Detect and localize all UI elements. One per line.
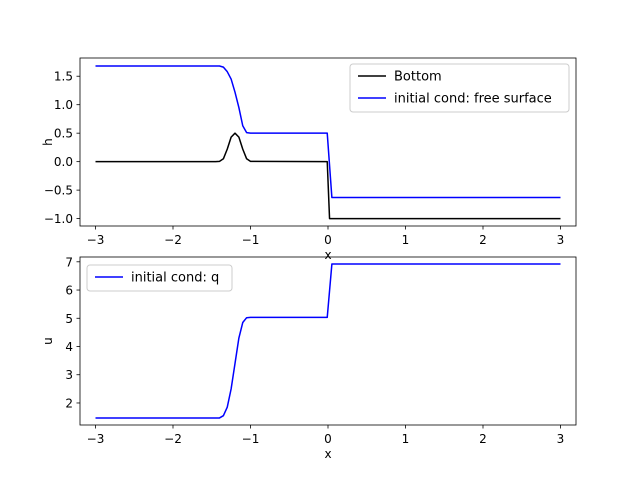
x-tick-label: 1 [402,432,410,446]
y-tick-label: 5 [65,312,73,326]
subplot-2: −3 −2 −1 0 1 2 3 2 3 4 5 6 7 x u initial cond: q [41,255,577,461]
y-tick-label: 3 [65,368,73,382]
y-tick-label: 1.5 [54,70,73,84]
y-tick-label: 6 [65,284,73,298]
y-tick-label: −1.0 [44,212,73,226]
x-tick-label: −3 [87,233,105,247]
y-tick-label: 4 [65,340,73,354]
y-tick-label: 1.0 [54,98,73,112]
y-tick-label: 0.0 [54,155,73,169]
y-tick-label: 0.5 [54,127,73,141]
legend-label: initial cond: q [131,271,219,286]
x-tick-label: 2 [479,432,487,446]
y-axis-label: u [41,337,55,345]
legend-box [86,264,233,292]
subplot-1: −3 −2 −1 0 1 2 3 −1.0 −0.5 0.0 0.5 1.0 1.5 x h Bottom in… [41,57,577,262]
y-tick-label: 7 [65,255,73,269]
series-line-1 [95,132,561,220]
x-tick-label: −3 [87,432,105,446]
x-tick-label: 0 [324,432,332,446]
series-line-2 [95,65,561,199]
x-tick-label: 2 [479,233,487,247]
x-tick-label: −2 [164,233,182,247]
legend: initial cond: q [86,264,233,292]
x-tick-label: −2 [164,432,182,446]
x-tick-label: −1 [242,233,260,247]
series-line-1 [95,263,561,419]
legend: Bottom initial cond: free surface [349,63,570,113]
y-axis-label: h [41,138,55,146]
legend-label: Bottom [394,70,442,85]
legend-label: initial cond: free surface [394,92,552,107]
legend-box [349,63,570,113]
x-axis-label: x [324,447,331,461]
x-tick-label: −1 [242,432,260,446]
y-tick-label: −0.5 [44,184,73,198]
x-tick-label: 3 [557,432,565,446]
y-tick-label: 2 [65,396,73,410]
x-tick-label: 3 [557,233,565,247]
x-tick-label: 0 [324,233,332,247]
x-axis-label: x [324,248,331,262]
x-tick-label: 1 [402,233,410,247]
